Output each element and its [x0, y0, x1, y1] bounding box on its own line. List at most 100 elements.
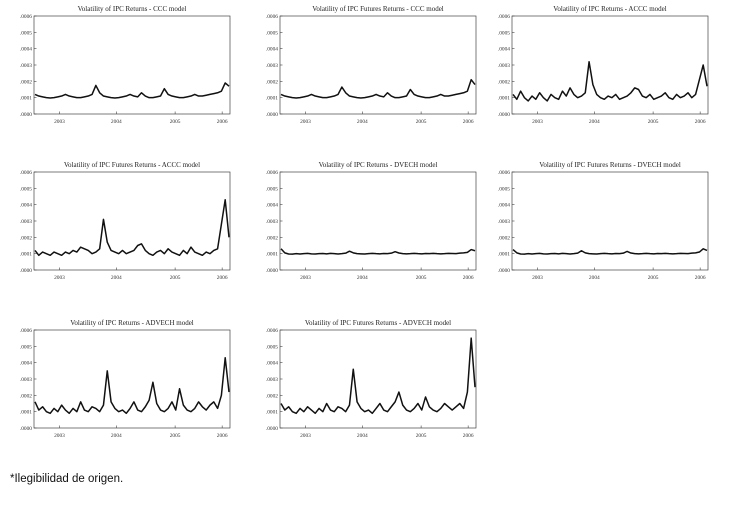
- y-tick-label: .0004: [266, 203, 278, 209]
- y-tick-label: .0003: [498, 63, 510, 69]
- y-tick-label: .0004: [20, 203, 32, 209]
- y-tick-label: .0003: [266, 219, 278, 225]
- y-tick-label: .0003: [20, 63, 32, 69]
- plot-frame: [33, 15, 231, 115]
- chart-panel-3: Volatility of IPC Returns - ACCC model .0…: [488, 2, 724, 152]
- chart-svg-4: Volatility of IPC Futures Returns - ACCC…: [20, 161, 231, 281]
- x-tick-label: 2005: [416, 119, 427, 125]
- footnote: *Ilegibilidad de origen.: [10, 473, 124, 485]
- y-tick-label: .0006: [20, 170, 32, 176]
- y-tick-label: .0005: [266, 344, 278, 350]
- y-tick-label: .0005: [498, 186, 510, 192]
- x-tick-label: 2005: [416, 275, 427, 281]
- plot-frame: [279, 329, 477, 429]
- x-tick-label: 2003: [54, 275, 65, 281]
- plot-frame: [279, 15, 477, 115]
- x-tick-label: 2003: [532, 119, 543, 125]
- y-tick-label: .0001: [266, 410, 278, 416]
- chart-svg-1: Volatility of IPC Returns - CCC model .00…: [20, 5, 231, 125]
- plot-frame: [279, 171, 477, 271]
- y-tick-label: .0006: [498, 14, 510, 20]
- chart-svg-7: Volatility of IPC Returns - ADVECH model…: [20, 319, 231, 439]
- x-tick-label: 2003: [300, 433, 311, 439]
- y-tick-label: .0000: [498, 112, 510, 118]
- y-tick-label: .0001: [20, 96, 32, 102]
- x-tick-label: 2006: [463, 433, 474, 439]
- x-tick-label: 2004: [357, 275, 368, 281]
- plot-frame: [33, 329, 231, 429]
- y-tick-label: .0003: [20, 219, 32, 225]
- chart-svg-3: Volatility of IPC Returns - ACCC model .0…: [498, 5, 709, 125]
- chart-panel-7: Volatility of IPC Returns - ADVECH model…: [10, 316, 246, 466]
- y-tick-label: .0004: [498, 47, 510, 53]
- y-tick-label: .0001: [498, 96, 510, 102]
- y-tick-label: .0000: [266, 268, 278, 274]
- series-line: [280, 248, 476, 255]
- plot-frame: [511, 171, 709, 271]
- chart-svg-2: Volatility of IPC Futures Returns - CCC …: [266, 5, 477, 125]
- y-tick-label: .0002: [20, 235, 32, 241]
- x-tick-label: 2006: [695, 119, 706, 125]
- y-tick-label: .0006: [266, 170, 278, 176]
- chart-panel-1: Volatility of IPC Returns - CCC model .00…: [10, 2, 246, 152]
- y-tick-label: .0004: [498, 203, 510, 209]
- chart-title: Volatility of IPC Returns - DVECH model: [319, 161, 438, 169]
- x-tick-label: 2006: [695, 275, 706, 281]
- chart-panel-4: Volatility of IPC Futures Returns - ACCC…: [10, 158, 246, 308]
- x-tick-label: 2006: [217, 275, 228, 281]
- chart-title: Volatility of IPC Futures Returns - DVEC…: [539, 161, 681, 169]
- y-tick-label: .0000: [20, 268, 32, 274]
- x-tick-label: 2005: [170, 433, 181, 439]
- x-tick-label: 2004: [357, 433, 368, 439]
- series-line: [512, 248, 708, 255]
- x-tick-label: 2004: [589, 119, 600, 125]
- chart-title: Volatility of IPC Returns - CCC model: [78, 5, 187, 13]
- y-tick-label: .0003: [266, 63, 278, 69]
- y-tick-label: .0002: [20, 79, 32, 85]
- y-tick-label: .0002: [498, 79, 510, 85]
- y-tick-label: .0002: [266, 235, 278, 241]
- y-tick-label: .0001: [20, 410, 32, 416]
- y-tick-label: .0006: [266, 328, 278, 334]
- series-line: [34, 357, 230, 415]
- x-tick-label: 2005: [416, 433, 427, 439]
- y-tick-label: .0001: [266, 96, 278, 102]
- y-tick-label: .0000: [266, 426, 278, 432]
- y-tick-label: .0005: [266, 30, 278, 36]
- y-tick-label: .0006: [498, 170, 510, 176]
- chart-title: Volatility of IPC Returns - ADVECH model: [70, 319, 194, 327]
- chart-title: Volatility of IPC Futures Returns - ADVE…: [305, 319, 451, 327]
- series-line: [34, 199, 230, 257]
- y-tick-label: .0005: [266, 186, 278, 192]
- y-tick-label: .0000: [498, 268, 510, 274]
- series-line: [512, 60, 708, 102]
- y-tick-label: .0004: [266, 361, 278, 367]
- chart-title: Volatility of IPC Futures Returns - CCC …: [312, 5, 444, 13]
- y-tick-label: .0005: [20, 30, 32, 36]
- x-tick-label: 2003: [300, 275, 311, 281]
- y-tick-label: .0006: [266, 14, 278, 20]
- x-tick-label: 2005: [170, 119, 181, 125]
- y-tick-label: .0000: [20, 426, 32, 432]
- chart-title: Volatility of IPC Futures Returns - ACCC…: [64, 161, 200, 169]
- chart-title: Volatility of IPC Returns - ACCC model: [553, 5, 666, 13]
- x-tick-label: 2006: [217, 433, 228, 439]
- y-tick-label: .0002: [20, 393, 32, 399]
- chart-svg-8: Volatility of IPC Futures Returns - ADVE…: [266, 319, 477, 439]
- y-tick-label: .0005: [498, 30, 510, 36]
- plot-frame: [511, 15, 709, 115]
- x-tick-label: 2006: [463, 275, 474, 281]
- y-tick-label: .0004: [20, 47, 32, 53]
- series-line: [34, 82, 230, 99]
- x-tick-label: 2006: [217, 119, 228, 125]
- y-tick-label: .0001: [266, 252, 278, 258]
- x-tick-label: 2003: [54, 119, 65, 125]
- x-tick-label: 2003: [300, 119, 311, 125]
- y-tick-label: .0003: [266, 377, 278, 383]
- x-tick-label: 2004: [589, 275, 600, 281]
- chart-panel-8: Volatility of IPC Futures Returns - ADVE…: [256, 316, 492, 466]
- x-tick-label: 2004: [111, 433, 122, 439]
- x-tick-label: 2004: [357, 119, 368, 125]
- chart-panel-6: Volatility of IPC Futures Returns - DVEC…: [488, 158, 724, 308]
- series-line: [280, 78, 476, 99]
